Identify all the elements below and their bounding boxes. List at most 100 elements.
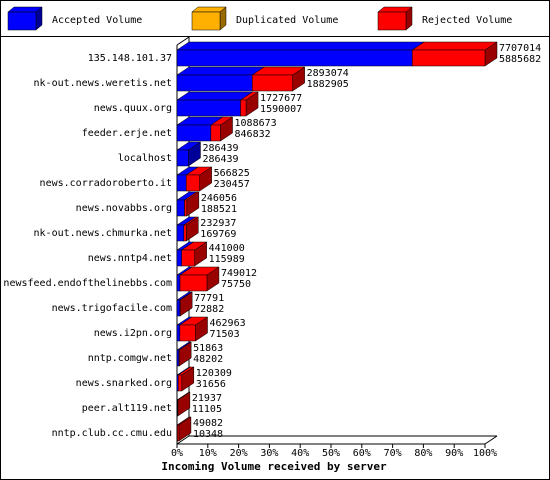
accepted-label: 48202 bbox=[193, 354, 223, 365]
bar-segment-front bbox=[176, 299, 181, 317]
bar-segment-front bbox=[185, 174, 200, 192]
y-tick-label: news.nntp4.net bbox=[88, 253, 172, 264]
x-tick-label: 0% bbox=[171, 448, 183, 459]
y-tick-label: news.trigofacile.com bbox=[52, 303, 172, 314]
total-label: 51863 bbox=[193, 343, 223, 354]
y-tick-label: peer.alt119.net bbox=[82, 403, 172, 414]
bar-row bbox=[176, 41, 498, 67]
bar-segment-front bbox=[176, 49, 413, 67]
bar-row bbox=[176, 366, 195, 392]
bar-row bbox=[176, 66, 306, 92]
total-label: 1088673 bbox=[235, 118, 277, 129]
bar-segment bbox=[178, 341, 192, 367]
bar-segment bbox=[176, 141, 202, 167]
total-label: 1727677 bbox=[260, 93, 302, 104]
y-tick-label: nntp.comgw.net bbox=[88, 353, 172, 364]
accepted-label: 188521 bbox=[201, 204, 237, 215]
x-tick-label: 100% bbox=[473, 448, 497, 459]
bar-segment-front bbox=[176, 99, 241, 117]
total-label: 286439 bbox=[202, 143, 238, 154]
bar-segment bbox=[251, 66, 306, 92]
bar-row bbox=[176, 116, 234, 142]
bar-segment-top bbox=[176, 66, 266, 76]
bar-segment bbox=[183, 191, 200, 217]
bar-segment-front bbox=[176, 324, 181, 342]
accepted-label: 1882905 bbox=[307, 79, 349, 90]
accepted-label: 169769 bbox=[200, 229, 236, 240]
bar-segment-top bbox=[411, 41, 498, 51]
bar-segment bbox=[185, 166, 213, 192]
bar-row bbox=[176, 91, 259, 117]
total-label: 2893074 bbox=[307, 68, 349, 79]
bar-segment-front bbox=[176, 199, 185, 217]
bar-row bbox=[176, 241, 208, 267]
bar-row bbox=[176, 416, 192, 442]
bar-segment-front bbox=[181, 249, 195, 267]
bar-segment bbox=[182, 216, 200, 242]
legend-item: Duplicated Volume bbox=[191, 6, 338, 31]
total-label: 566825 bbox=[214, 168, 250, 179]
y-tick-label: nk-out.news.weretis.net bbox=[34, 78, 172, 89]
x-tick-label: 60% bbox=[353, 448, 371, 459]
axis-line bbox=[176, 435, 190, 445]
total-label: 462963 bbox=[210, 318, 246, 329]
total-label: 7707014 bbox=[499, 43, 541, 54]
y-tick-label: news.corradoroberto.it bbox=[40, 178, 172, 189]
bar-segment-front bbox=[176, 224, 185, 242]
bar-segment-front bbox=[176, 349, 180, 367]
x-tick-label: 70% bbox=[384, 448, 402, 459]
bar-segment-front bbox=[176, 74, 253, 92]
legend-item: Rejected Volume bbox=[377, 6, 512, 31]
x-tick-label: 80% bbox=[414, 448, 432, 459]
bar-segment bbox=[177, 366, 195, 392]
x-tick-label: 10% bbox=[199, 448, 217, 459]
y-tick-label: feeder.erje.net bbox=[82, 128, 172, 139]
y-tick-label: localhost bbox=[118, 153, 172, 164]
bar-segment-front bbox=[176, 274, 181, 292]
x-tick-label: 50% bbox=[322, 448, 340, 459]
bar-row bbox=[176, 141, 202, 167]
total-label: 120309 bbox=[196, 368, 232, 379]
accepted-label: 5885682 bbox=[499, 54, 541, 65]
y-tick-label: news.quux.org bbox=[94, 103, 172, 114]
y-tick-label: news.i2pn.org bbox=[94, 328, 172, 339]
legend-label: Rejected Volume bbox=[422, 15, 512, 26]
bar-segment bbox=[179, 291, 193, 317]
legend-item: Accepted Volume bbox=[7, 6, 142, 31]
bar-segment-front bbox=[183, 224, 187, 242]
x-tick-label: 30% bbox=[260, 448, 278, 459]
legend-swatch bbox=[191, 11, 221, 31]
y-tick-label: news.snarked.org bbox=[76, 378, 172, 389]
bar-row bbox=[176, 391, 191, 417]
bar-segment bbox=[180, 241, 208, 267]
accepted-label: 115989 bbox=[209, 254, 245, 265]
bar-segment-front bbox=[178, 374, 183, 392]
total-label: 749012 bbox=[221, 268, 257, 279]
bar-segment-top bbox=[176, 41, 426, 51]
x-tick-label: 20% bbox=[230, 448, 248, 459]
bar-row bbox=[176, 316, 209, 342]
bar-segment-front bbox=[176, 174, 187, 192]
total-label: 232937 bbox=[200, 218, 236, 229]
bar-segment-front bbox=[240, 99, 247, 117]
total-label: 246056 bbox=[201, 193, 237, 204]
y-tick-label: 135.148.101.37 bbox=[88, 53, 172, 64]
axis-line bbox=[484, 435, 498, 445]
x-axis-title: Incoming Volume received by server bbox=[161, 460, 387, 473]
accepted-label: 31656 bbox=[196, 379, 226, 390]
y-tick-label: news.novabbs.org bbox=[76, 203, 172, 214]
bar-segment bbox=[179, 316, 209, 342]
y-tick-label: nntp.club.cc.cmu.edu bbox=[52, 428, 172, 439]
bar-segment bbox=[176, 416, 192, 442]
total-label: 21937 bbox=[192, 393, 222, 404]
bar-segment-front bbox=[176, 124, 212, 142]
bar-segment bbox=[239, 91, 259, 117]
bar-segment-front bbox=[177, 424, 180, 442]
bar-segment-front bbox=[184, 199, 188, 217]
y-tick-label: newsfeed.endofthelinebbs.com bbox=[3, 278, 172, 289]
legend-label: Duplicated Volume bbox=[236, 15, 338, 26]
accepted-label: 10348 bbox=[193, 429, 223, 440]
accepted-label: 11105 bbox=[192, 404, 222, 415]
bar-segment-front bbox=[411, 49, 486, 67]
